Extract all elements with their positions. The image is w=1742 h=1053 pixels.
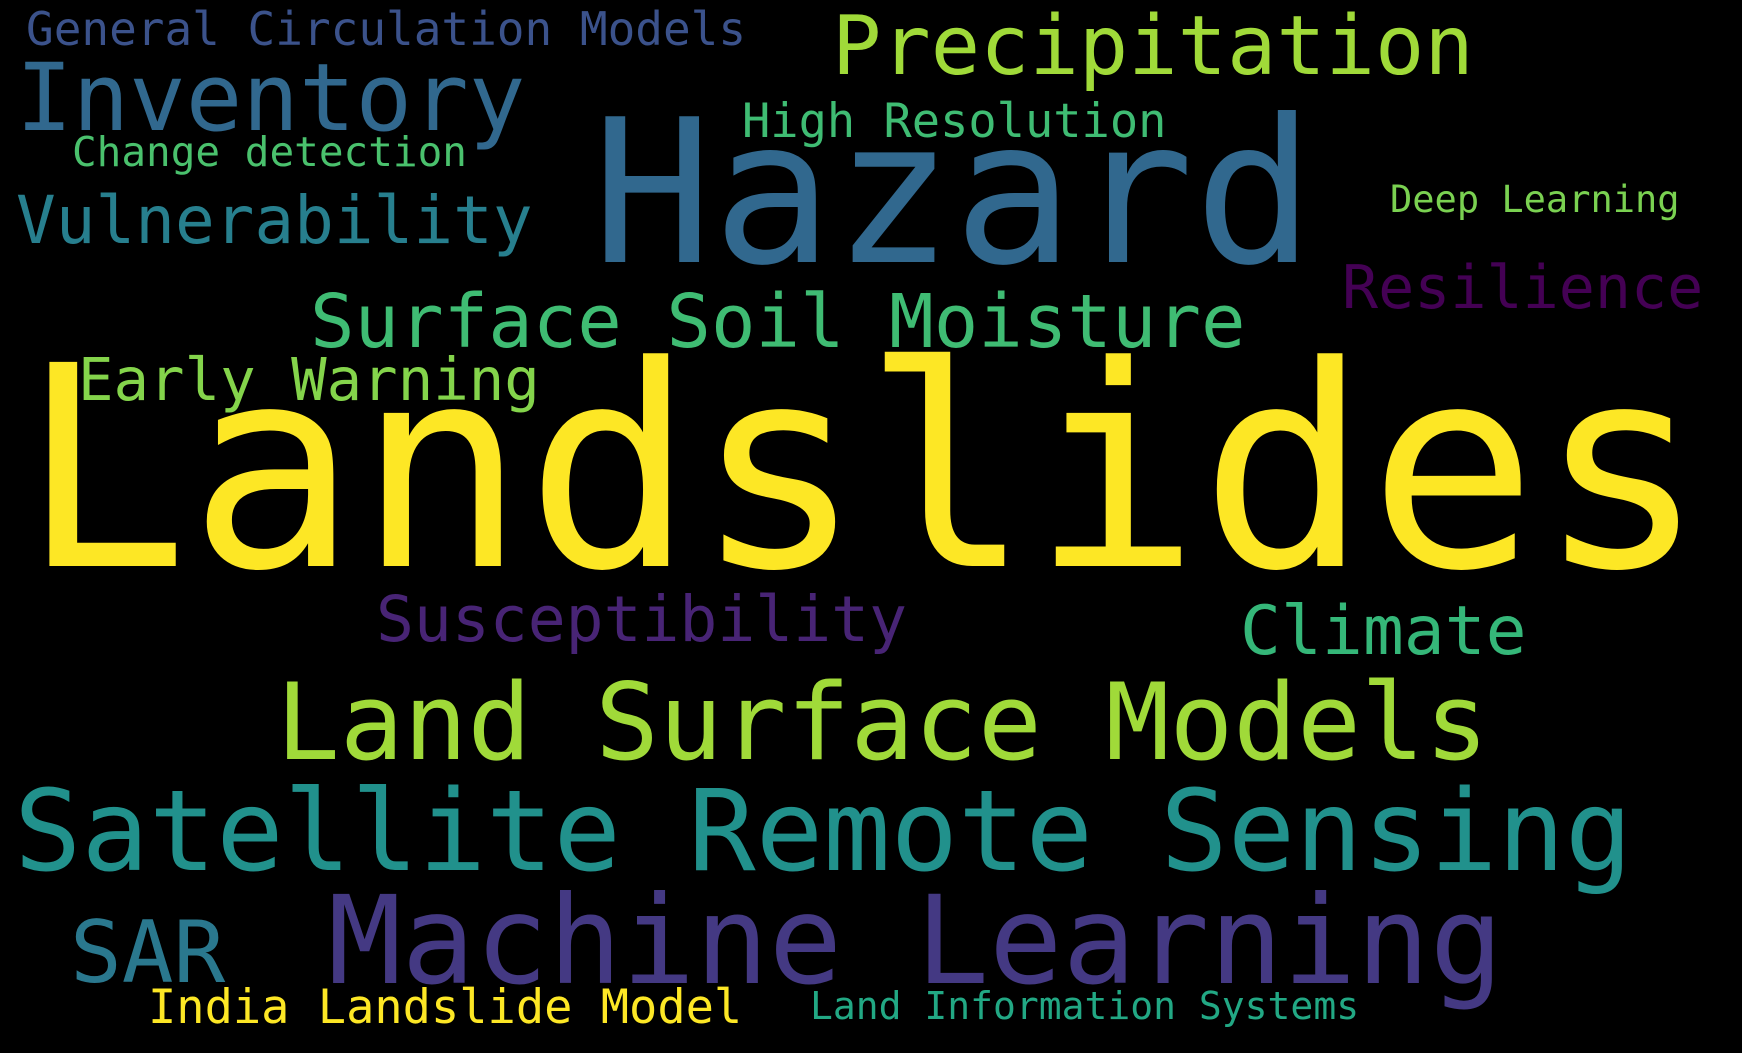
word-resilience: Resilience bbox=[1342, 253, 1704, 323]
word-high-resolution: High Resolution bbox=[742, 94, 1167, 149]
word-sar: SAR bbox=[70, 903, 226, 1003]
word-precipitation: Precipitation bbox=[832, 0, 1474, 94]
word-landslides: Landslides bbox=[20, 307, 1706, 633]
word-land-surface-models: Land Surface Models bbox=[276, 661, 1489, 784]
word-inventory: Inventory bbox=[16, 44, 526, 153]
word-change-detection: Change detection bbox=[72, 128, 467, 176]
word-hazard: Hazard bbox=[592, 77, 1315, 310]
word-deep-learning: Deep Learning bbox=[1390, 178, 1680, 221]
word-general-circulation-models: General Circulation Models bbox=[26, 2, 747, 56]
word-climate: Climate bbox=[1240, 592, 1527, 671]
word-satellite-remote-sensing: Satellite Remote Sensing bbox=[14, 767, 1633, 897]
word-machine-learning: Machine Learning bbox=[328, 870, 1504, 1012]
word-susceptibility: Susceptibility bbox=[376, 583, 908, 656]
word-early-warning: Early Warning bbox=[78, 345, 540, 414]
word-india-landslide-model: India Landslide Model bbox=[148, 980, 743, 1035]
word-vulnerability: Vulnerability bbox=[16, 182, 533, 259]
word-land-information-systems: Land Information Systems bbox=[810, 984, 1360, 1028]
word-surface-soil-moisture: Surface Soil Moisture bbox=[310, 279, 1246, 365]
